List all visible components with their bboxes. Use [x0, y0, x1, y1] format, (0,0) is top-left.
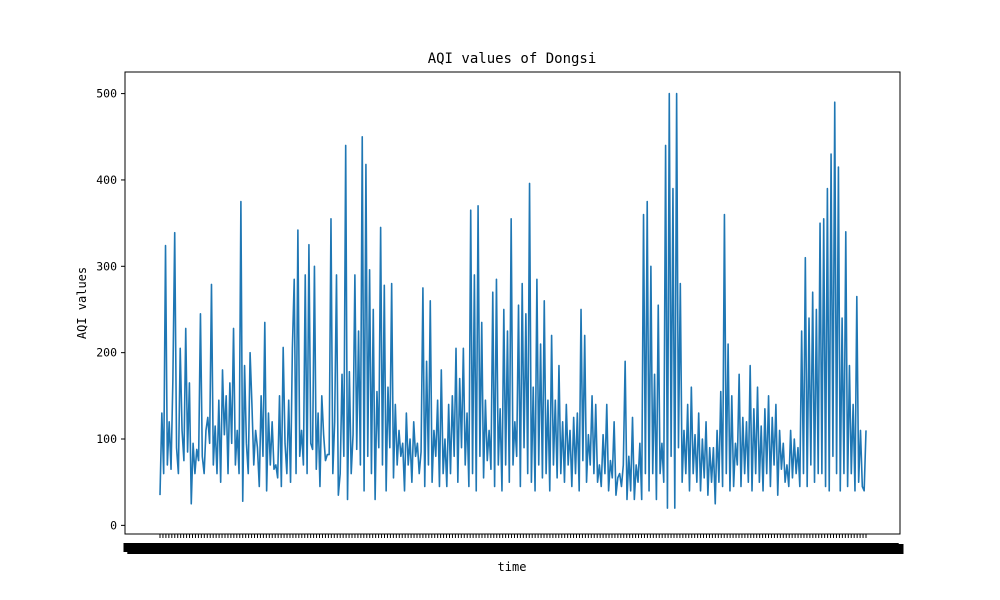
x-axis-ticks: [123, 534, 904, 554]
x-tick-label-band: [123, 543, 904, 554]
y-tick-label: 500: [96, 87, 117, 101]
y-tick-label: 300: [96, 259, 117, 273]
plot-frame: [124, 71, 901, 535]
chart-title: AQI values of Dongsi: [428, 51, 597, 67]
x-axis-label: time: [498, 560, 527, 574]
y-tick-label: 200: [96, 346, 117, 360]
y-tick-label: 100: [96, 432, 117, 446]
y-axis-label: AQI values: [75, 267, 89, 339]
x-tick-label: [892, 544, 904, 554]
y-tick-label: 0: [110, 518, 117, 532]
y-axis-ticks: 0 100 200 300 400 500: [96, 87, 125, 532]
y-tick-label: 400: [96, 173, 117, 187]
series-line-dongsi-aqi: [159, 92, 867, 509]
